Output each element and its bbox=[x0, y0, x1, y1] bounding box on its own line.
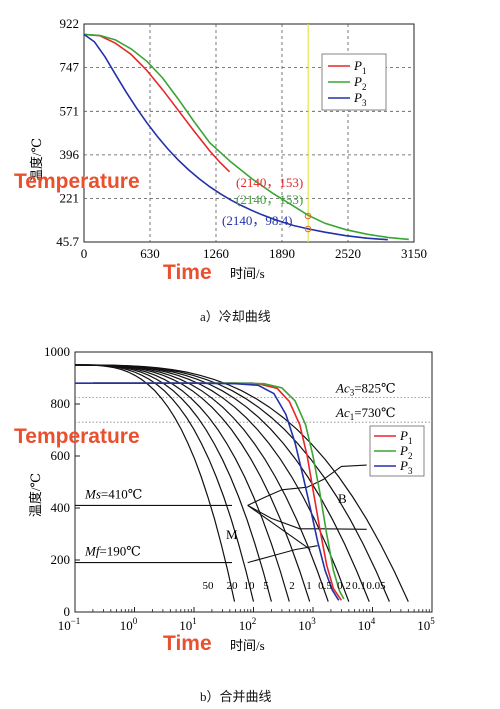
chart-b-x-tick-label: 105 bbox=[417, 616, 435, 633]
chart-a-marker-point-2 bbox=[304, 225, 312, 233]
chart-b-cct-curve bbox=[75, 364, 370, 602]
chart-b-x-ticks: 10−1 100 101 102 103 104 105 bbox=[58, 607, 435, 633]
chart-a-y-tick-label: 747 bbox=[60, 60, 80, 75]
chart-a-annotation-p1: (2140，153) bbox=[236, 175, 303, 190]
chart-b-rate-label: 1 bbox=[306, 580, 312, 592]
chart-a-caption: a）冷却曲线 bbox=[200, 309, 271, 324]
chart-b-x-tick-label: 103 bbox=[298, 616, 316, 633]
chart-b-ms-cross bbox=[247, 504, 311, 551]
chart-a-temperature-overlay: Temperature bbox=[14, 170, 140, 193]
chart-a-x-tick-label: 1260 bbox=[203, 246, 229, 261]
chart-b-y-tick-label: 800 bbox=[51, 396, 71, 411]
chart-b-y-tick-label: 200 bbox=[51, 552, 71, 567]
chart-a-y-axis-label: 温度/℃ bbox=[29, 138, 44, 182]
chart-a-annotation-p3: (2140，98.4) bbox=[222, 213, 292, 228]
chart-a-plot-frame bbox=[83, 23, 415, 243]
chart-a-annotation-p2: (2140，153) bbox=[236, 192, 303, 207]
chart-a-x-tick-label: 3150 bbox=[401, 246, 427, 261]
chart-b-bainite-start bbox=[247, 464, 367, 506]
chart-a-y-tick-label: 45.7 bbox=[56, 234, 79, 249]
chart-b-cct-curve bbox=[75, 364, 409, 602]
cooling-curve-chart: 0 630 1260 1890 2520 3150 45.7 221 396 571 747 922… bbox=[29, 16, 427, 281]
chart-b-x-axis-label: 时间/s bbox=[230, 638, 265, 653]
chart-a-y-tick-label: 922 bbox=[60, 16, 80, 31]
chart-a-x-axis-label: 时间/s bbox=[230, 266, 265, 281]
chart-b-time-overlay: Time bbox=[163, 632, 212, 655]
chart-b-ref-label: Mf=190℃ bbox=[84, 544, 141, 559]
chart-b-y-axis-label: 温度/℃ bbox=[28, 473, 43, 517]
chart-b-rate-label: 2 bbox=[289, 580, 295, 592]
chart-b-cct-curve bbox=[75, 364, 311, 602]
chart-b-x-tick-label: 102 bbox=[239, 616, 257, 633]
chart-b-ref-label: Ac3=825℃ bbox=[335, 381, 396, 398]
chart-a-y-tick-label: 221 bbox=[60, 190, 80, 205]
chart-b-caption: b）合并曲线 bbox=[200, 689, 272, 704]
chart-b-y-tick-label: 1000 bbox=[44, 344, 70, 359]
chart-b-cct-curve bbox=[75, 364, 236, 602]
chart-b-ref-label: Ac1=730℃ bbox=[335, 405, 396, 422]
chart-a-series-line-p2 bbox=[83, 33, 409, 241]
chart-b-y-tick-label: 0 bbox=[64, 604, 71, 619]
chart-a-y-ticks: 45.7 221 396 571 747 922 bbox=[56, 16, 79, 249]
chart-b-mf-curve bbox=[247, 545, 318, 564]
chart-b-bainite-end bbox=[247, 504, 367, 530]
chart-b-y-tick-label: 400 bbox=[51, 500, 71, 515]
chart-b-y-ticks: 0 200 400 600 800 1000 bbox=[44, 344, 80, 619]
chart-b-temperature-overlay: Temperature bbox=[14, 425, 140, 448]
chart-a-x-ticks: 0 630 1260 1890 2520 3150 bbox=[81, 246, 427, 261]
chart-a-series-line-p1 bbox=[83, 33, 231, 173]
chart-b-series-line-p3 bbox=[92, 382, 340, 601]
chart-b-series bbox=[75, 382, 345, 601]
chart-b-rate-label: 0.5 bbox=[318, 580, 332, 592]
chart-a-time-overlay: Time bbox=[163, 261, 212, 284]
chart-b-cct-curve bbox=[75, 364, 290, 602]
chart-b-x-tick-label: 101 bbox=[179, 616, 197, 633]
chart-b-rate-label: 0.05 bbox=[366, 580, 386, 592]
chart-b-y-tick-label: 600 bbox=[51, 448, 71, 463]
combined-curve-chart: 10−1 100 101 102 103 104 105 02004006008001000… bbox=[28, 344, 435, 653]
chart-b-rate-label: 0.2 bbox=[337, 580, 351, 592]
chart-a-x-tick-label: 630 bbox=[140, 246, 160, 261]
chart-b-region-b: B bbox=[338, 491, 347, 506]
chart-a-x-tick-label: 2520 bbox=[335, 246, 361, 261]
chart-b-rate-label: 10 bbox=[244, 580, 256, 592]
chart-a-y-tick-label: 571 bbox=[60, 103, 80, 118]
chart-b-cct-curves bbox=[75, 364, 409, 602]
chart-b-rate-label: 0.1 bbox=[352, 580, 366, 592]
chart-b-x-tick-label: 104 bbox=[358, 616, 376, 633]
chart-b-cooling-rate-labels: 50 20 10 5 2 1 0.5 0.2 0.1 0.05 bbox=[203, 580, 387, 592]
chart-b-ref-label: Ms=410℃ bbox=[84, 486, 142, 501]
chart-b-x-tick-label: 100 bbox=[120, 616, 138, 633]
chart-b-rate-label: 50 bbox=[203, 580, 215, 592]
chart-a-x-tick-label: 1890 bbox=[269, 246, 295, 261]
chart-b-rate-label: 20 bbox=[227, 580, 239, 592]
chart-b-region-m: M bbox=[226, 527, 238, 542]
chart-a-x-tick-label: 0 bbox=[81, 246, 88, 261]
chart-b-cct-curve bbox=[75, 364, 350, 602]
chart-b-cct-curve bbox=[75, 364, 390, 602]
chart-a-marker-point-1 bbox=[304, 212, 312, 220]
chart-b-rate-label: 5 bbox=[263, 580, 269, 592]
chart-b-cct-curve bbox=[75, 364, 329, 602]
chart-a-y-tick-label: 396 bbox=[60, 147, 80, 162]
